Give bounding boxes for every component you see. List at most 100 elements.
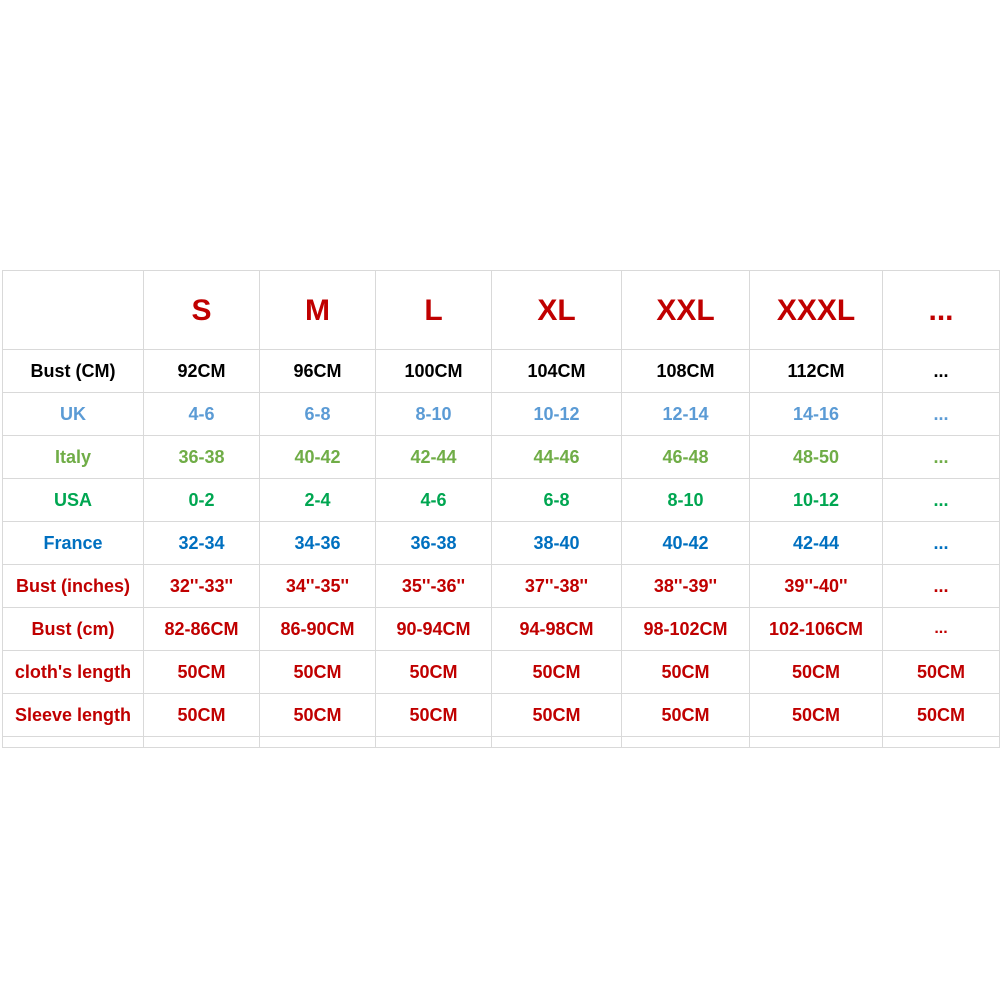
table-cell: 50CM xyxy=(749,693,883,737)
table-cell: 40-42 xyxy=(259,435,376,479)
table-cell: 36-38 xyxy=(375,521,492,565)
table-row: Italy 36-38 40-42 42-44 44-46 46-48 48-50... xyxy=(2,435,1000,479)
size-label: M xyxy=(259,270,376,350)
table-cell: 104CM xyxy=(491,349,622,393)
table-cell: 102-106CM xyxy=(749,607,883,651)
row-label: UK xyxy=(2,392,144,436)
corner-cell xyxy=(2,270,144,350)
table-cell: 50CM xyxy=(621,650,750,694)
table-row: USA 0-2 2-4 4-6 6-8 8-10 10-12... xyxy=(2,478,1000,522)
table-cell: 82-86CM xyxy=(143,607,260,651)
table-cell: 48-50 xyxy=(749,435,883,479)
table-cell: 86-90CM xyxy=(259,607,376,651)
size-label: XXXL xyxy=(749,270,883,350)
empty-cell xyxy=(491,736,622,748)
table-cell: 4-6 xyxy=(375,478,492,522)
table-cell: 50CM xyxy=(259,693,376,737)
table-row: France 32-34 34-36 36-38 38-40 40-42 42-44... xyxy=(2,521,1000,565)
table-cell: 42-44 xyxy=(749,521,883,565)
size-label: S xyxy=(143,270,260,350)
size-header-row: S M L XL XXL XXXL ... xyxy=(2,270,1000,350)
table-cell: 4-6 xyxy=(143,392,260,436)
table-row: cloth's length 50CM 50CM 50CM 50CM 50CM 50CM 50… xyxy=(2,650,1000,694)
table-cell: 90-94CM xyxy=(375,607,492,651)
row-label: USA xyxy=(2,478,144,522)
empty-cell xyxy=(143,736,260,748)
table-cell: 112CM xyxy=(749,349,883,393)
size-label: L xyxy=(375,270,492,350)
empty-cell xyxy=(375,736,492,748)
size-label: XXL xyxy=(621,270,750,350)
table-cell: 38-40 xyxy=(491,521,622,565)
size-chart-body: S M L XL XXL XXXL ... Bust (CM) 92CM 96CM 1… xyxy=(2,270,1000,748)
table-row: Bust (CM) 92CM 96CM 100CM 104CM 108CM 112CM... xyxy=(2,349,1000,393)
table-cell: 42-44 xyxy=(375,435,492,479)
table-cell: 12-14 xyxy=(621,392,750,436)
table-cell: 38''-39'' xyxy=(621,564,750,608)
table-cell: 10-12 xyxy=(491,392,622,436)
table-cell: 8-10 xyxy=(375,392,492,436)
table-cell: ... xyxy=(882,607,1000,651)
table-cell: ... xyxy=(882,392,1000,436)
table-cell: 50CM xyxy=(491,650,622,694)
table-cell: 50CM xyxy=(375,693,492,737)
size-label: XL xyxy=(491,270,622,350)
table-row: UK 4-6 6-8 8-10 10-12 12-14 14-16... xyxy=(2,392,1000,436)
table-cell: ... xyxy=(882,564,1000,608)
table-cell: 10-12 xyxy=(749,478,883,522)
table-cell: 44-46 xyxy=(491,435,622,479)
size-label: ... xyxy=(882,270,1000,350)
row-label: Bust (CM) xyxy=(2,349,144,393)
table-cell: 34''-35'' xyxy=(259,564,376,608)
table-tail-row xyxy=(2,736,1000,748)
table-cell: 34-36 xyxy=(259,521,376,565)
table-cell: 98-102CM xyxy=(621,607,750,651)
table-cell: 50CM xyxy=(621,693,750,737)
table-cell: ... xyxy=(882,478,1000,522)
table-cell: 8-10 xyxy=(621,478,750,522)
table-cell: 50CM xyxy=(882,650,1000,694)
table-cell: 39''-40'' xyxy=(749,564,883,608)
table-cell: 32''-33'' xyxy=(143,564,260,608)
empty-cell xyxy=(882,736,1000,748)
size-chart-table: S M L XL XXL XXXL ... Bust (CM) 92CM 96CM 1… xyxy=(2,270,1000,748)
empty-cell xyxy=(621,736,750,748)
table-row: Sleeve length 50CM 50CM 50CM 50CM 50CM 50CM 50C… xyxy=(2,693,1000,737)
table-cell: 92CM xyxy=(143,349,260,393)
empty-cell xyxy=(2,736,144,748)
table-cell: ... xyxy=(882,435,1000,479)
table-cell: 50CM xyxy=(143,650,260,694)
table-cell: 50CM xyxy=(259,650,376,694)
table-cell: 32-34 xyxy=(143,521,260,565)
table-cell: 94-98CM xyxy=(491,607,622,651)
empty-cell xyxy=(749,736,883,748)
table-row: Bust (cm) 82-86CM 86-90CM 90-94CM 94-98CM 98-… xyxy=(2,607,1000,651)
table-cell: 14-16 xyxy=(749,392,883,436)
table-cell: 2-4 xyxy=(259,478,376,522)
table-cell: 50CM xyxy=(375,650,492,694)
table-cell: 6-8 xyxy=(491,478,622,522)
row-label: Bust (inches) xyxy=(2,564,144,608)
row-label: Sleeve length xyxy=(2,693,144,737)
table-cell: 6-8 xyxy=(259,392,376,436)
table-cell: 50CM xyxy=(491,693,622,737)
table-cell: 40-42 xyxy=(621,521,750,565)
table-cell: 100CM xyxy=(375,349,492,393)
table-cell: 0-2 xyxy=(143,478,260,522)
table-cell: 37''-38'' xyxy=(491,564,622,608)
table-cell: 50CM xyxy=(882,693,1000,737)
table-cell: 50CM xyxy=(143,693,260,737)
row-label: Bust (cm) xyxy=(2,607,144,651)
row-label: Italy xyxy=(2,435,144,479)
table-cell: 35''-36'' xyxy=(375,564,492,608)
table-row: Bust (inches) 32''-33'' 34''-35'' 35''-36''… xyxy=(2,564,1000,608)
table-cell: 96CM xyxy=(259,349,376,393)
table-cell: 36-38 xyxy=(143,435,260,479)
row-label: cloth's length xyxy=(2,650,144,694)
row-label: France xyxy=(2,521,144,565)
empty-cell xyxy=(259,736,376,748)
table-cell: 108CM xyxy=(621,349,750,393)
table-cell: 50CM xyxy=(749,650,883,694)
table-cell: ... xyxy=(882,521,1000,565)
table-cell: 46-48 xyxy=(621,435,750,479)
